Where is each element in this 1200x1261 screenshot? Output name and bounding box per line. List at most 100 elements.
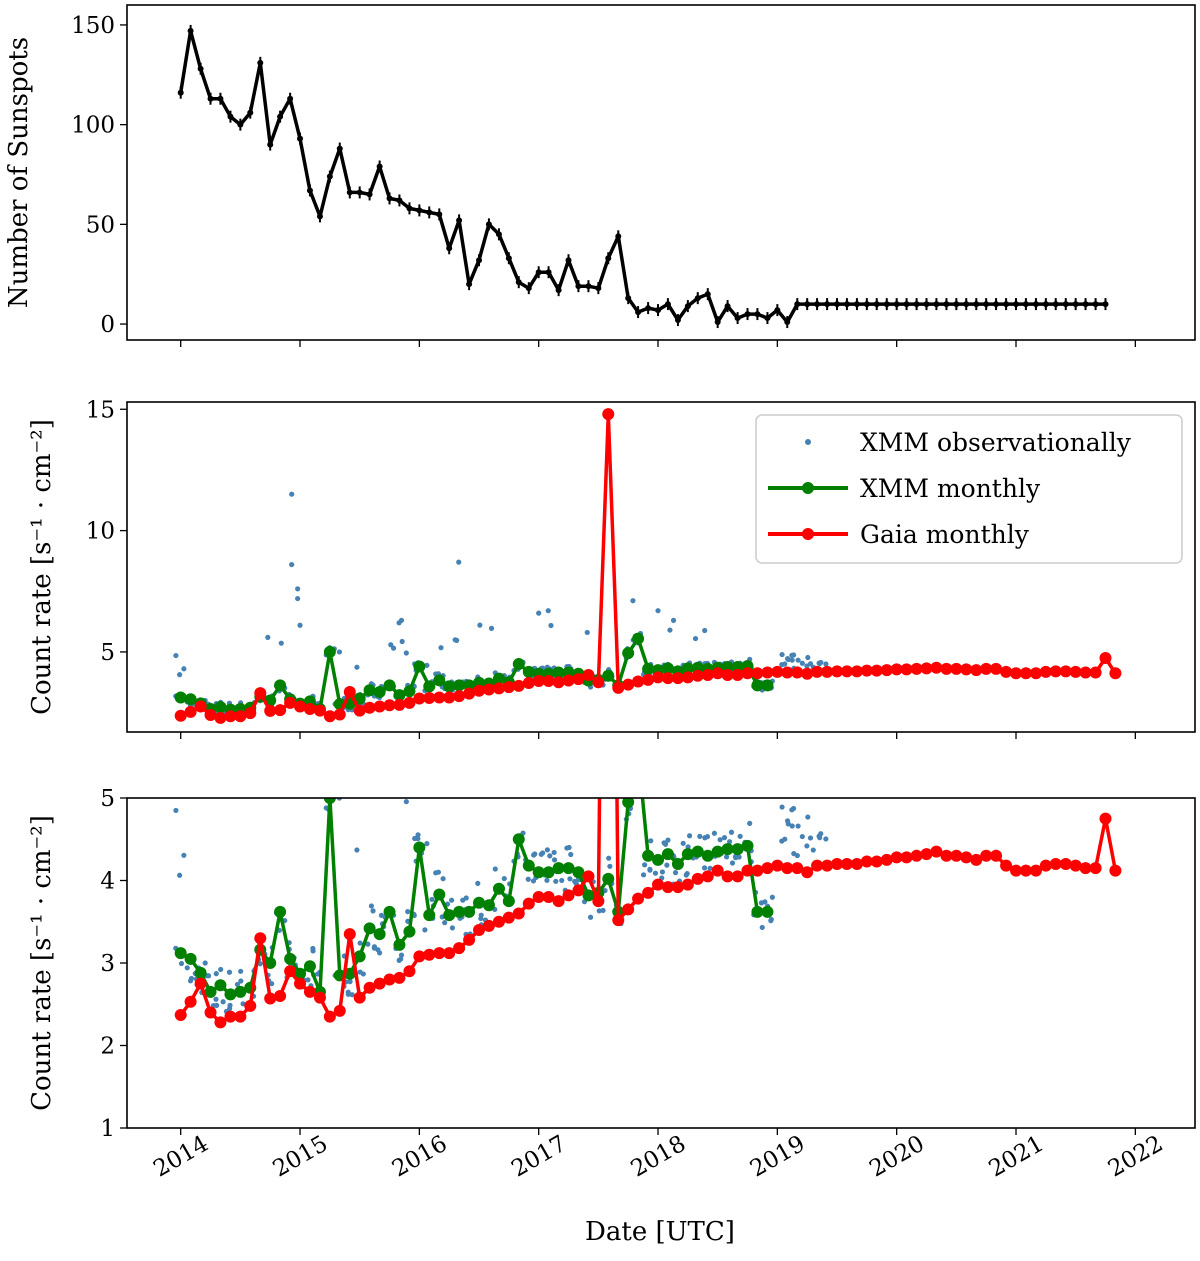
gaia-monthly-point	[443, 947, 456, 960]
xmm-monthly-point	[403, 685, 416, 698]
gaia-monthly-point	[811, 665, 824, 678]
xmm-observation-point	[234, 981, 241, 988]
xmm-observation-point	[532, 851, 538, 857]
sunspots-point	[674, 317, 681, 324]
sunspots-point	[366, 191, 373, 198]
gaia-monthly-point	[1000, 859, 1013, 872]
sunspots-point	[535, 269, 542, 276]
xmm-monthly-point	[512, 833, 525, 846]
xmm-observation-point	[265, 746, 270, 751]
xmm-observation-point	[213, 971, 219, 977]
gaia-monthly-point	[492, 915, 505, 928]
gaia-monthly-point	[413, 692, 426, 705]
xmm-observation-point	[357, 940, 363, 946]
plot-area	[173, 259, 1122, 1029]
sunspots-point	[426, 209, 433, 216]
xmm-observation-point	[453, 754, 458, 759]
xmm-observation-point	[368, 903, 375, 909]
gaia-monthly-point	[323, 710, 336, 723]
xmm-observation-point	[478, 915, 484, 922]
xmm-monthly-point	[652, 853, 665, 866]
gaia-monthly-point	[482, 683, 495, 696]
gaia-monthly-point	[731, 870, 744, 883]
xmm-observation-point	[692, 635, 699, 642]
gaia-monthly-point	[1019, 864, 1032, 877]
xmm-observation-point	[606, 855, 612, 861]
sunspots-point	[187, 27, 194, 34]
xmm-observation-point	[789, 807, 795, 813]
sunspots-point	[1062, 301, 1069, 308]
sunspots-point	[883, 301, 890, 308]
xmm-observation-point	[202, 960, 208, 966]
gaia-monthly-point	[423, 692, 436, 705]
gaia-monthly-point	[990, 849, 1003, 862]
xmm-observation-point	[704, 834, 711, 840]
xmm-observation-point	[456, 559, 462, 565]
gaia-monthly-point	[1099, 812, 1112, 825]
sunspots-point	[326, 173, 333, 180]
gaia-monthly-point	[443, 691, 456, 704]
sunspots-point	[953, 301, 960, 308]
sunspots-line	[178, 29, 1106, 324]
sunspots-point	[207, 95, 214, 102]
xmm-observation-point	[540, 850, 546, 856]
xmm-monthly-point	[353, 950, 366, 963]
xmm-observation-point	[701, 865, 708, 871]
gaia-monthly-point	[1049, 858, 1062, 870]
gaia-monthly-point	[1049, 665, 1062, 678]
sunspots-point	[525, 285, 532, 292]
gaia-monthly-point	[383, 699, 396, 712]
xmm-observation-point	[433, 870, 439, 876]
xmm-observation-point	[305, 977, 311, 983]
xmm-observation-point	[400, 760, 405, 765]
gaia-monthly-point	[582, 870, 595, 883]
gaia-monthly-point	[791, 666, 804, 679]
gaia-monthly-point	[224, 1010, 237, 1023]
xmm-monthly-point	[522, 859, 535, 872]
gaia-monthly-point	[373, 700, 386, 713]
gaia-monthly-point	[1099, 651, 1112, 664]
xmm-observation-point	[807, 661, 814, 667]
xmm-observation-point	[729, 860, 736, 866]
xmm-monthly-point	[731, 843, 744, 856]
gaia-monthly-point	[403, 696, 416, 709]
xmm-monthly-point	[274, 905, 287, 918]
xmm-observation-point	[396, 957, 402, 963]
xmm-observation-point	[289, 259, 294, 264]
xmm-observation-point	[403, 799, 409, 805]
xmm-observation-point	[728, 829, 735, 835]
xmm-observation-point	[477, 622, 483, 628]
gaia-monthly-point	[522, 897, 535, 910]
xmm-monthly-point	[174, 947, 187, 960]
xmm-observation-point	[492, 866, 498, 872]
xmm-monthly-point	[323, 645, 336, 658]
xmm-observation-point	[559, 877, 565, 884]
xmm-observation-point	[438, 645, 444, 651]
xmm-observation-point	[289, 491, 295, 497]
xmm-observation-point	[365, 941, 371, 947]
sunspots-point	[853, 301, 860, 308]
xmm-observation-point	[295, 581, 300, 586]
gaia-monthly-point	[1000, 665, 1013, 678]
sunspots-point	[595, 285, 602, 292]
xmm-observation-point	[398, 952, 405, 958]
xmm-observation-point	[449, 925, 455, 931]
gaia-monthly-point	[1019, 667, 1032, 680]
xmm-observation-point	[390, 645, 397, 651]
xmm-observation-point	[354, 664, 360, 670]
gaia-monthly-point	[860, 855, 873, 868]
gaia-monthly-point	[303, 985, 316, 998]
gaia-monthly-point	[701, 870, 714, 883]
sunspots-point	[396, 197, 403, 204]
plot-area	[177, 24, 1109, 329]
sunspots-point	[655, 307, 662, 314]
gaia-monthly-point	[343, 928, 356, 941]
xmm-observation-point	[349, 992, 355, 998]
xmm-observation-point	[396, 620, 402, 626]
sunspots-point	[466, 281, 473, 288]
gaia-monthly-point	[1109, 864, 1122, 877]
sunspots-point	[664, 301, 671, 308]
xmm-observation-point	[652, 870, 659, 876]
sunspots-point	[515, 279, 522, 286]
